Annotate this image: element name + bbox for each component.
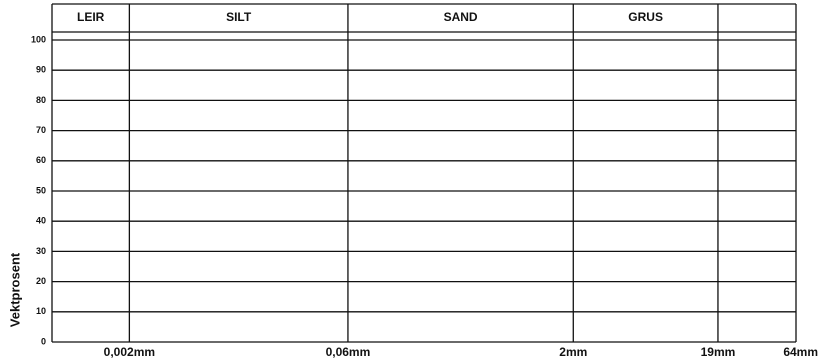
x-tick-label: 64mm bbox=[783, 345, 818, 359]
y-tick-label: 90 bbox=[36, 65, 46, 75]
zone-label: SILT bbox=[226, 10, 252, 24]
y-tick-label: 40 bbox=[36, 216, 46, 226]
y-tick-label: 0 bbox=[41, 336, 46, 346]
x-tick-label: 0,002mm bbox=[104, 345, 155, 359]
y-tick-label: 80 bbox=[36, 95, 46, 105]
x-tick-label: 19mm bbox=[701, 345, 736, 359]
x-tick-label: 2mm bbox=[559, 345, 587, 359]
y-tick-label: 70 bbox=[36, 125, 46, 135]
y-tick-label: 30 bbox=[36, 246, 46, 256]
y-tick-label: 60 bbox=[36, 155, 46, 165]
zone-label: LEIR bbox=[77, 10, 105, 24]
zone-label: SAND bbox=[444, 10, 478, 24]
zone-label: GRUS bbox=[628, 10, 663, 24]
y-tick-label: 100 bbox=[31, 34, 46, 44]
y-tick-label: 20 bbox=[36, 276, 46, 286]
y-tick-label: 50 bbox=[36, 185, 46, 195]
x-tick-label: 0,06mm bbox=[326, 345, 371, 359]
y-axis-label: Vektprosent bbox=[7, 252, 22, 327]
y-tick-label: 10 bbox=[36, 306, 46, 316]
